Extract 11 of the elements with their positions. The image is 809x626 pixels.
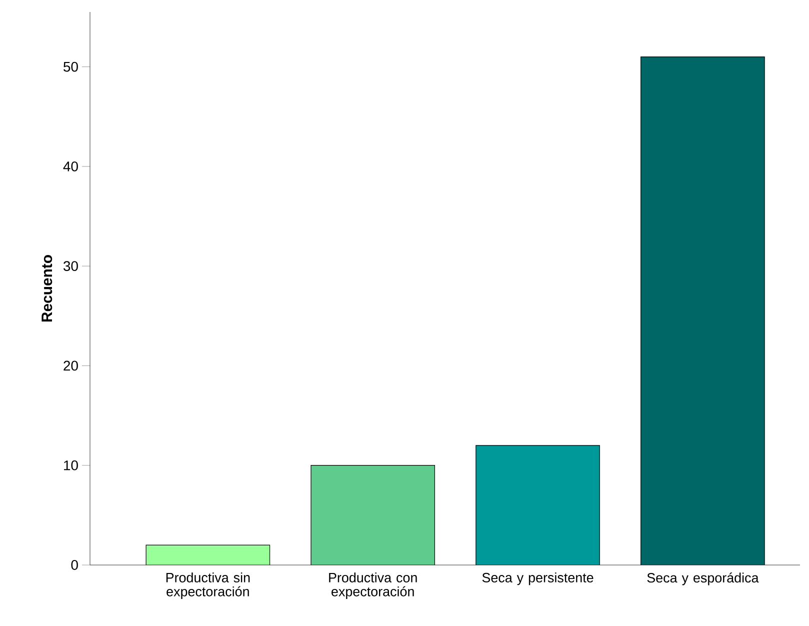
y-tick-label: 10: [64, 460, 78, 470]
x-tick-label: Seca y persistente: [482, 572, 594, 586]
x-tick-label: Productiva sin expectoración: [166, 572, 250, 600]
y-tick-label: 50: [64, 62, 78, 72]
y-tick-label: 40: [63, 161, 78, 172]
x-tick-label: Seca y esporádica: [647, 572, 759, 586]
y-tick-label: 30: [63, 261, 78, 272]
y-tick-label: 20: [64, 360, 78, 371]
x-tick-label: Productiva con expectoración: [329, 572, 417, 600]
y-tick-label: 0: [71, 560, 78, 570]
y-axis-title: Recuento: [42, 255, 52, 322]
